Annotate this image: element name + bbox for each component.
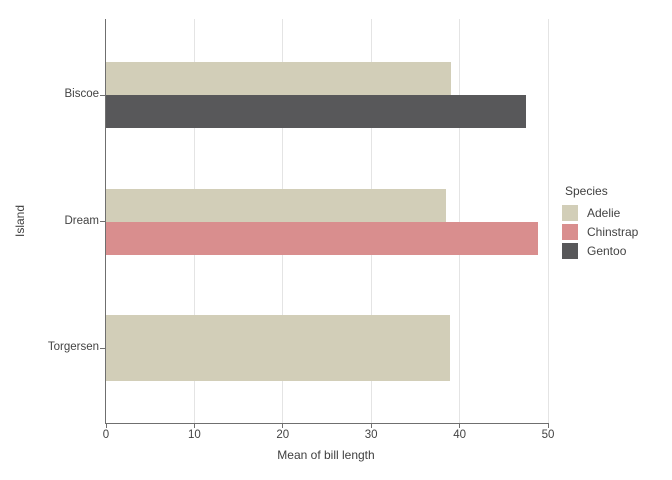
legend-item: Adelie (562, 205, 638, 221)
x-tick-label: 50 (541, 429, 555, 441)
x-axis-tick (193, 423, 195, 428)
y-axis-tick (100, 221, 106, 222)
y-axis-tick (100, 347, 106, 349)
bar-biscoe-adelie (106, 62, 451, 95)
plot-area: 0 10 20 30 40 50 Biscoe Dream Torgersen (48, 19, 554, 441)
bar-torgersen-adelie (106, 315, 451, 381)
y-axis-tick (100, 94, 106, 96)
gridline (459, 19, 461, 423)
legend-item: Chinstrap (562, 224, 638, 240)
x-tick-label: 30 (364, 429, 378, 441)
gridline (547, 19, 549, 423)
x-axis-tick (547, 423, 549, 428)
x-axis-tick (282, 423, 284, 428)
x-tick-label: 0 (102, 429, 110, 441)
legend-title: Species (565, 184, 608, 198)
legend-label: Adelie (587, 206, 621, 220)
bar-biscoe-gentoo (106, 95, 526, 128)
legend-label: Chinstrap (587, 225, 639, 239)
x-tick-label: 20 (276, 429, 290, 441)
y-tick-label: Torgersen (47, 341, 99, 353)
x-tick-label: 40 (453, 429, 466, 441)
legend-label: Gentoo (587, 244, 627, 258)
legend-swatch-gentoo (562, 243, 578, 259)
legend: Species Adelie Chinstrap Gentoo (562, 184, 638, 262)
y-tick-label: Dream (64, 214, 99, 227)
bar-dream-adelie (106, 188, 447, 222)
legend-item: Gentoo (562, 243, 638, 259)
legend-items: Adelie Chinstrap Gentoo (562, 205, 638, 259)
x-axis-title: Mean of bill length (277, 448, 375, 462)
x-tick-label: 10 (187, 429, 201, 441)
y-tick-label: Biscoe (64, 88, 99, 100)
x-axis-tick (459, 423, 461, 428)
legend-swatch-chinstrap (562, 224, 578, 240)
x-axis-tick (105, 423, 107, 428)
legend-swatch-adelie (562, 205, 578, 221)
x-axis-tick (370, 423, 372, 428)
bar-dream-chinstrap (106, 221, 538, 255)
